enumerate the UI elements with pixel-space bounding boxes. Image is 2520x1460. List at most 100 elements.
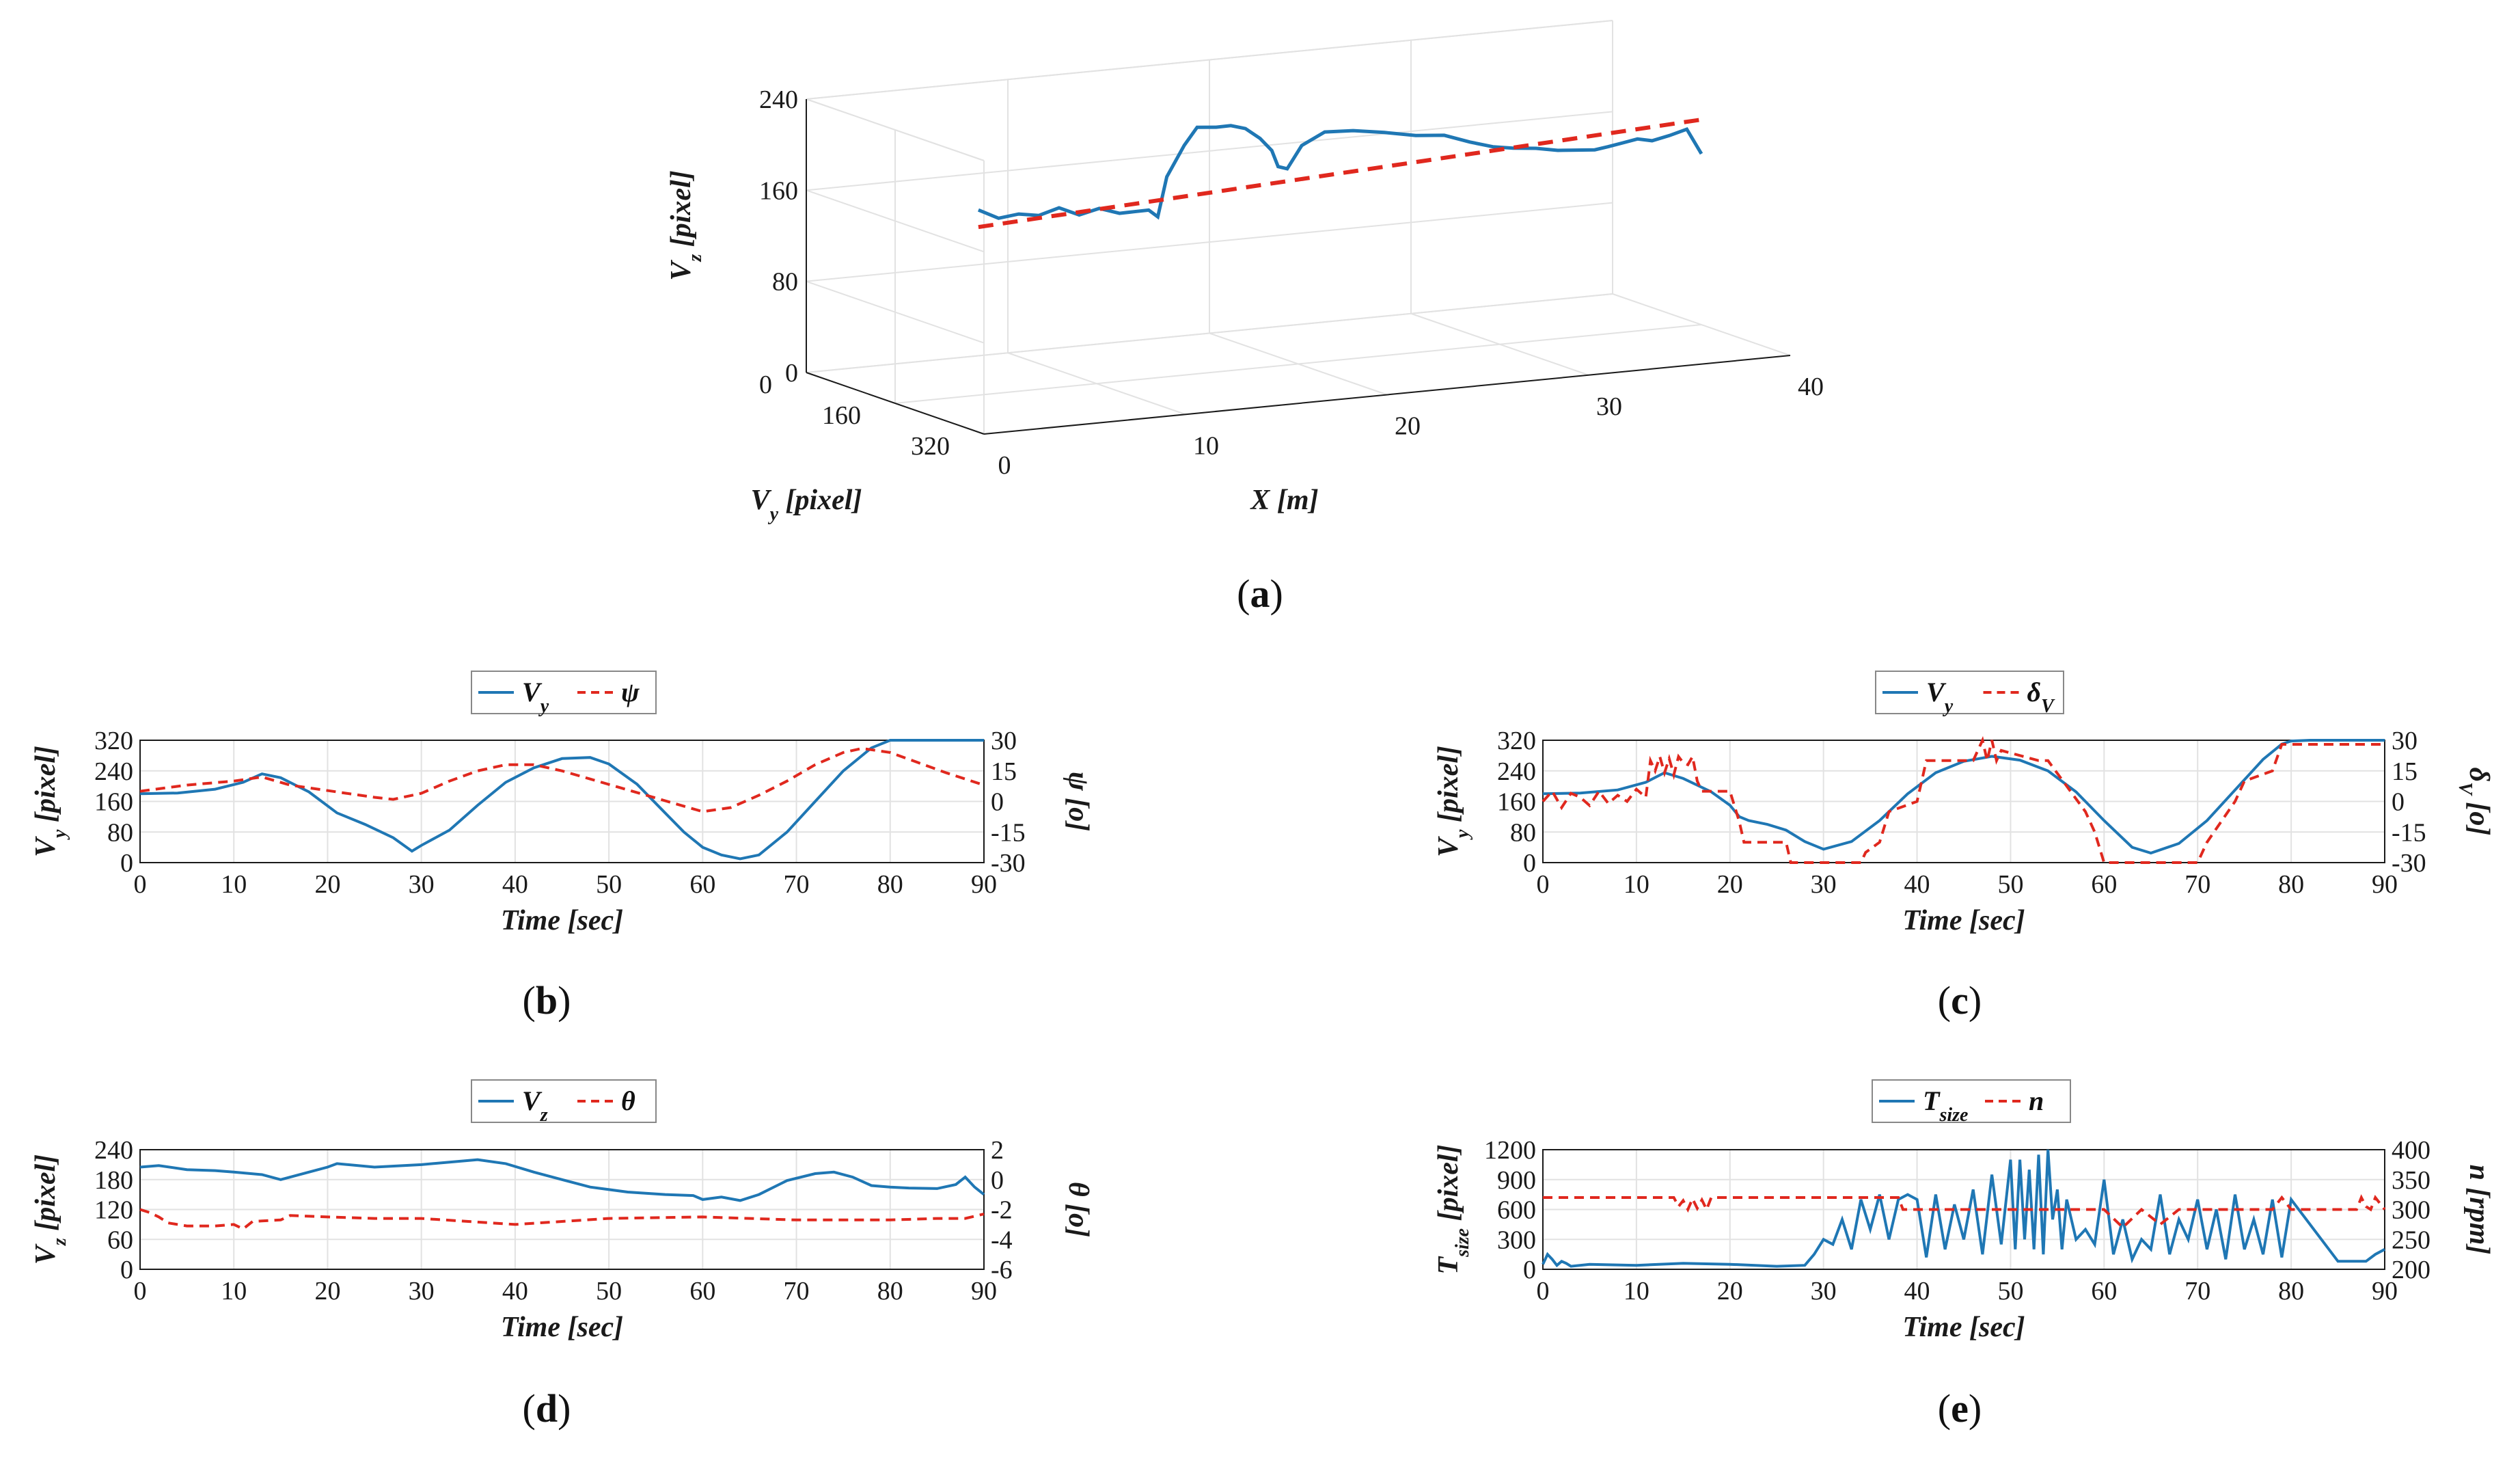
- x-tick-label: 30: [1811, 1277, 1837, 1306]
- y2-tick-label: 0: [2392, 788, 2405, 817]
- panel-caption: (c): [1938, 978, 1982, 1023]
- x-tick-label: 70: [784, 1277, 810, 1306]
- series-line-Vz: [139, 1158, 985, 1202]
- x-tick-label: 0: [134, 1277, 147, 1306]
- y2-tick-label: -30: [991, 849, 1026, 878]
- legend-entry-1: Vy: [1926, 677, 1954, 717]
- z-tick-label: 80: [772, 268, 798, 297]
- x-tick-label: 10: [1624, 1277, 1649, 1306]
- y-axis-label: Tsize [pixel]: [1433, 1144, 1473, 1274]
- y2-tick-label: -30: [2392, 849, 2426, 878]
- legend-entry-1: Tsize: [1923, 1085, 1968, 1126]
- x-tick-label: 20: [1395, 412, 1421, 441]
- chart-panel-b: 0 10 20 30 40 50 60 70 80 90080160240320-30-15015…: [30, 671, 1094, 1023]
- z-tick-label: 240: [759, 85, 798, 114]
- y-tick-label: 160: [1497, 788, 1536, 817]
- chart-panel-d: 0 10 20 30 40 50 60 70 80 90060120180240-6-4-202T…: [30, 1079, 1094, 1431]
- y-axis-label: Vy [pixel]: [30, 746, 70, 857]
- x-tick-label: 80: [2278, 1277, 2304, 1306]
- floor-gridline: [894, 324, 1702, 404]
- y-tick-label: 160: [94, 788, 133, 817]
- x-axis-label: Time [sec]: [1902, 905, 2025, 936]
- x-tick-label: 30: [1811, 870, 1837, 899]
- x-tick-label: 10: [1624, 870, 1649, 899]
- chart-panel-c: 0 10 20 30 40 50 60 70 80 90080160240320-30-15015…: [1433, 671, 2495, 1023]
- x-tick-label: 30: [409, 870, 435, 899]
- panel-caption: (d): [523, 1386, 571, 1431]
- panel-caption: (a): [1237, 571, 1283, 616]
- x-tick-label: 40: [1798, 373, 1824, 401]
- y-tick-label: 0: [120, 849, 133, 878]
- x-tick-label: 10: [1193, 431, 1219, 460]
- x-axis-label: X [m]: [1249, 485, 1318, 516]
- y-axis-label: Vy [pixel]: [751, 485, 862, 525]
- y-tick-label: 240: [94, 757, 133, 786]
- y-tick-label: 120: [94, 1196, 133, 1225]
- x-tick-label: 40: [1904, 1277, 1930, 1306]
- x-tick-label: 80: [877, 1277, 903, 1306]
- x-tick-label: 70: [2185, 870, 2210, 899]
- x-axis-label: Time [sec]: [501, 905, 623, 936]
- y-tick-label: 80: [1510, 818, 1536, 847]
- x-tick-label: 50: [1997, 870, 2023, 899]
- y2-tick-label: 200: [2392, 1256, 2430, 1284]
- y-tick-label: 1200: [1484, 1136, 1536, 1165]
- y2-tick-label: 2: [991, 1136, 1004, 1165]
- x-tick-label: 10: [221, 870, 247, 899]
- y2-tick-label: 30: [991, 727, 1017, 755]
- x-tick-label: 30: [409, 1277, 435, 1306]
- x-tick-label: 20: [314, 1277, 340, 1306]
- x-axis-label: Time [sec]: [1902, 1312, 2025, 1343]
- y-tick-label: 0: [120, 1256, 133, 1284]
- x-tick-label: 90: [2372, 1277, 2398, 1306]
- x-tick-label: 50: [596, 1277, 622, 1306]
- edge-gridline: [806, 98, 985, 161]
- series-line-Vy: [139, 739, 984, 861]
- y2-tick-label: 300: [2392, 1196, 2430, 1225]
- z-axis-label: Vz [pixel]: [666, 170, 706, 280]
- y-tick-label: 160: [822, 401, 861, 430]
- x-tick-label: 0: [1537, 870, 1550, 899]
- y2-tick-label: 250: [2392, 1226, 2430, 1254]
- series-line-theta: [139, 1208, 985, 1231]
- y2-tick-label: 15: [991, 757, 1017, 786]
- panel-caption: (e): [1938, 1386, 1982, 1431]
- y-tick-label: 320: [94, 727, 133, 755]
- x-tick-label: 0: [134, 870, 147, 899]
- x-axis-line: [983, 355, 1791, 435]
- x-tick-label: 50: [596, 870, 622, 899]
- x-tick-label: 20: [1717, 1277, 1743, 1306]
- x-tick-label: 30: [1596, 392, 1622, 421]
- y-tick-label: 80: [107, 818, 133, 847]
- x-tick-label: 20: [1717, 870, 1743, 899]
- y-axis-label: Vy [pixel]: [1433, 746, 1473, 857]
- floor-gridline: [806, 293, 1613, 373]
- y-tick-label: 900: [1497, 1166, 1536, 1195]
- y2-tick-label: -6: [991, 1256, 1013, 1284]
- x-tick-label: 90: [2372, 870, 2398, 899]
- x-tick-label: 70: [2185, 1277, 2210, 1306]
- edge-gridline: [806, 20, 1613, 100]
- x-tick-label: 40: [502, 1277, 528, 1306]
- z-tick-label: 0: [785, 359, 798, 388]
- legend-entry-1: Vz: [522, 1085, 548, 1126]
- y2-tick-label: 15: [2392, 757, 2418, 786]
- x-tick-label: 0: [1537, 1277, 1550, 1306]
- x-tick-label: 60: [2091, 1277, 2117, 1306]
- y-tick-label: 180: [94, 1166, 133, 1195]
- y-tick-label: 240: [1497, 757, 1536, 786]
- y2-tick-label: 0: [991, 1166, 1004, 1195]
- y2-tick-label: 400: [2392, 1136, 2430, 1165]
- y-tick-label: 300: [1497, 1226, 1536, 1254]
- series-line-n: [1543, 1194, 2386, 1230]
- y2-tick-label: 350: [2392, 1166, 2430, 1195]
- x-tick-label: 80: [877, 870, 903, 899]
- legend-entry-2: ψ: [621, 677, 640, 707]
- y-tick-label: 0: [1523, 1256, 1536, 1284]
- x-tick-label: 60: [689, 1277, 715, 1306]
- series-line-psi: [139, 746, 985, 813]
- y2-tick-label: 0: [991, 788, 1004, 817]
- y2-axis-label: θ [o]: [1063, 1182, 1094, 1237]
- y2-tick-label: -15: [2392, 818, 2426, 847]
